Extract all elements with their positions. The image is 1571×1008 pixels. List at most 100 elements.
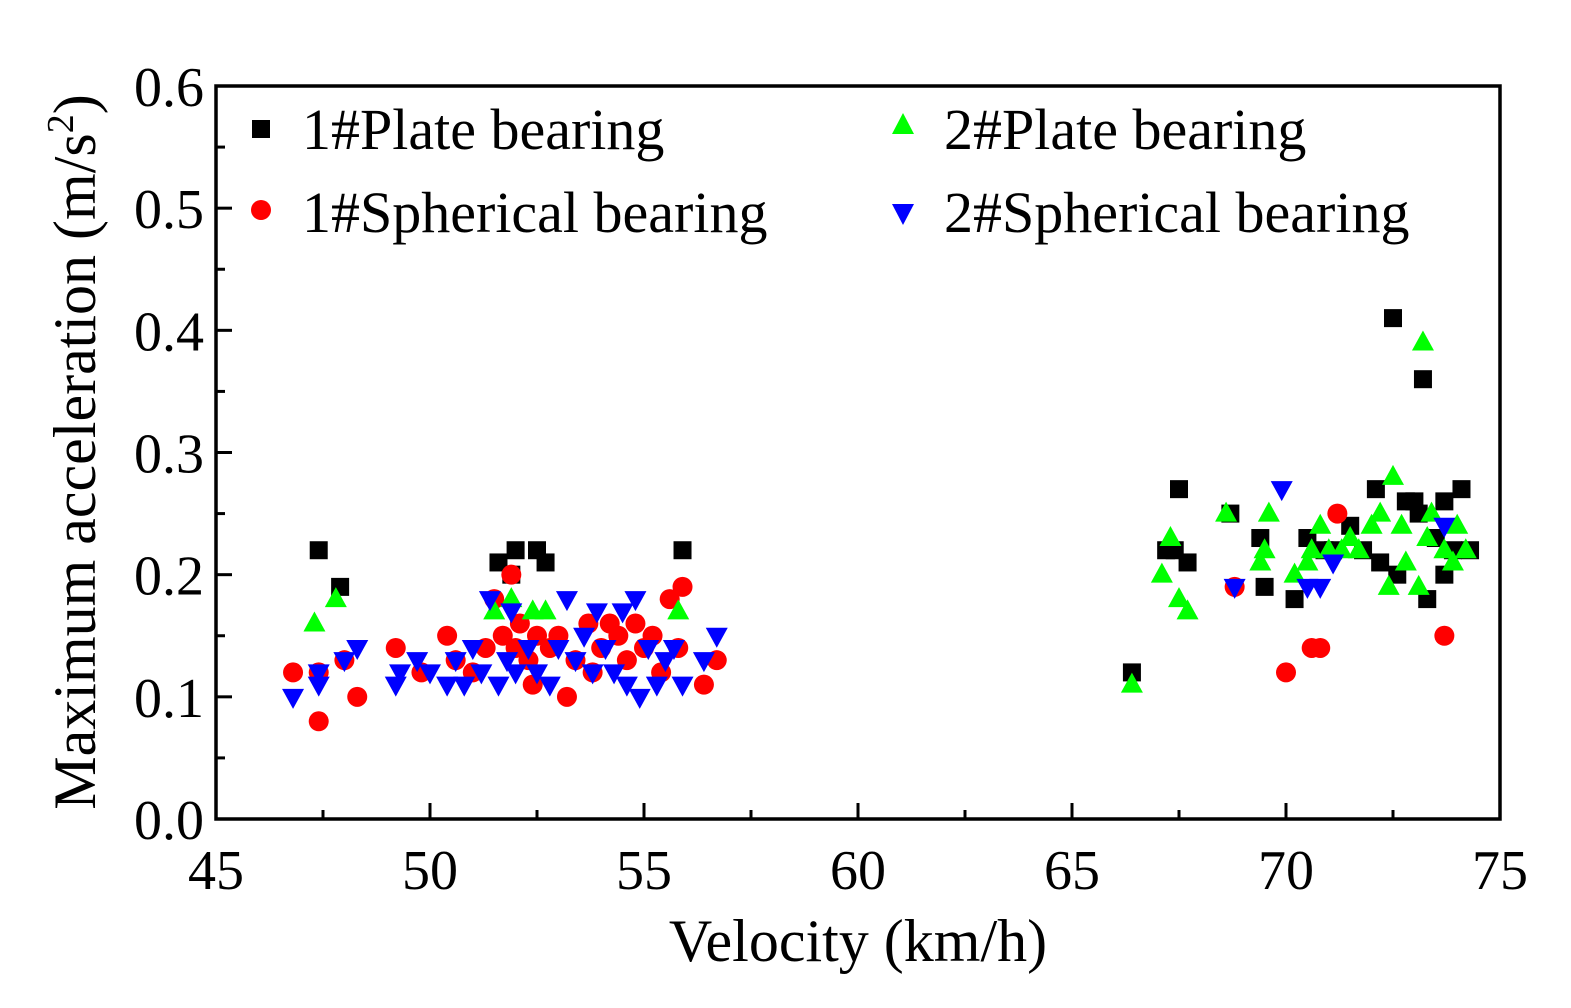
point-2-spherical-bearing [526, 664, 548, 685]
point-2-plate-bearing [1347, 538, 1370, 559]
point-2-spherical-bearing [705, 627, 728, 648]
point-2-plate-bearing [1390, 513, 1413, 534]
point-2-plate-bearing [500, 587, 523, 608]
point-2-spherical-bearing [436, 676, 459, 697]
point-2-plate-bearing [1382, 464, 1404, 485]
point-2-plate-bearing [1369, 501, 1392, 522]
point-1-plate-bearing [1170, 480, 1188, 499]
point-2-spherical-bearing [389, 664, 412, 685]
point-2-plate-bearing [1446, 513, 1469, 534]
point-2-spherical-bearing [1223, 578, 1246, 599]
x-tick-label: 65 [1044, 840, 1100, 902]
x-tick-label: 60 [830, 840, 886, 902]
point-2-spherical-bearing [573, 627, 596, 648]
point-1-spherical-bearing [308, 711, 329, 732]
point-2-spherical-bearing [628, 688, 651, 709]
y-axis-ticks [216, 84, 232, 821]
point-2-plate-bearing [1411, 330, 1434, 351]
point-1-plate-bearing [309, 541, 328, 560]
point-2-spherical-bearing [581, 664, 604, 685]
legend-triangle-down-marker [892, 204, 914, 225]
point-2-plate-bearing [1339, 526, 1362, 547]
point-1-spherical-bearing [672, 576, 693, 597]
point-1-plate-bearing [506, 541, 525, 560]
legend-label-1-plate: 1#Plate bearing [302, 97, 664, 162]
point-2-spherical-bearing [461, 639, 484, 660]
point-2-spherical-bearing [654, 652, 677, 673]
point-2-plate-bearing [534, 599, 557, 620]
point-1-spherical-bearing [385, 637, 406, 658]
x-axis-tick-labels: 45 50 55 60 65 70 75 [188, 840, 1528, 902]
point-2-spherical-bearing [346, 639, 369, 660]
point-1-plate-bearing [1435, 492, 1454, 511]
point-2-spherical-bearing [307, 664, 330, 685]
point-2-spherical-bearing [585, 603, 608, 624]
legend-square-marker [252, 120, 270, 138]
y-tick-label: 0.4 [134, 301, 204, 363]
point-2-plate-bearing [1215, 501, 1238, 522]
point-2-plate-bearing [1416, 526, 1439, 547]
point-2-spherical-bearing [611, 603, 634, 624]
point-2-plate-bearing [1120, 672, 1143, 693]
point-2-plate-bearing [1433, 538, 1456, 559]
point-2-spherical-bearing [564, 652, 587, 673]
point-2-spherical-bearing [547, 639, 570, 660]
point-1-plate-bearing [673, 541, 692, 560]
point-2-spherical-bearing [615, 676, 638, 697]
point-2-plate-bearing [1360, 513, 1383, 534]
point-2-plate-bearing [1454, 538, 1477, 559]
point-2-plate-bearing [1394, 550, 1417, 571]
point-2-spherical-bearing [470, 664, 493, 685]
point-2-plate-bearing [483, 599, 506, 620]
point-2-spherical-bearing [453, 676, 476, 697]
point-1-spherical-bearing [625, 613, 646, 634]
point-2-plate-bearing [1377, 574, 1400, 595]
point-2-spherical-bearing [282, 688, 305, 709]
y-tick-label: 0.5 [134, 179, 204, 241]
y-tick-label: 0.2 [134, 546, 204, 608]
point-2-plate-bearing [667, 599, 690, 620]
y-tick-label: 0.6 [134, 57, 204, 119]
point-2-spherical-bearing [496, 652, 519, 673]
x-tick-label: 75 [1472, 840, 1528, 902]
point-2-spherical-bearing [538, 676, 561, 697]
x-tick-label: 50 [402, 840, 458, 902]
data-points [282, 309, 1480, 732]
point-2-spherical-bearing [1309, 578, 1332, 599]
x-tick-label: 70 [1258, 840, 1314, 902]
point-1-spherical-bearing [556, 686, 577, 707]
series-3 [303, 330, 1477, 693]
x-axis-title: Velocity (km/h) [669, 908, 1047, 974]
point-2-spherical-bearing [594, 639, 617, 660]
point-1-spherical-bearing [492, 625, 513, 646]
legend-circle-marker [251, 200, 271, 220]
series-4 [282, 481, 1456, 709]
x-tick-label: 45 [188, 840, 244, 902]
y-axis-title: Maximum acceleration (m/s2) [40, 94, 108, 809]
x-axis-ticks [214, 803, 1502, 819]
point-2-spherical-bearing [487, 676, 510, 697]
point-1-spherical-bearing [501, 564, 522, 585]
point-1-plate-bearing [1178, 553, 1197, 572]
point-1-spherical-bearing [1276, 662, 1296, 683]
legend-label-2-plate: 2#Plate bearing [944, 97, 1306, 162]
point-2-plate-bearing [1168, 587, 1190, 608]
point-1-plate-bearing [1255, 577, 1274, 596]
point-2-spherical-bearing [1270, 481, 1293, 502]
point-2-plate-bearing [1441, 550, 1464, 571]
legend-label-2-spherical: 2#Spherical bearing [944, 180, 1409, 245]
point-2-spherical-bearing [419, 664, 441, 685]
point-2-spherical-bearing [645, 676, 668, 697]
y-axis-tick-labels: 0.0 0.1 0.2 0.3 0.4 0.5 0.6 [134, 57, 204, 852]
point-1-spherical-bearing [1434, 625, 1455, 646]
point-2-plate-bearing [1283, 562, 1306, 583]
y-tick-label: 0.1 [134, 668, 204, 730]
point-2-plate-bearing [1257, 501, 1280, 522]
point-2-spherical-bearing [333, 652, 356, 673]
y-axis-title-main: Maximum acceleration (m/s [42, 133, 108, 809]
point-2-spherical-bearing [478, 591, 501, 612]
point-2-plate-bearing [324, 587, 347, 608]
point-1-plate-bearing [1285, 590, 1304, 609]
point-1-plate-bearing [1384, 309, 1402, 328]
